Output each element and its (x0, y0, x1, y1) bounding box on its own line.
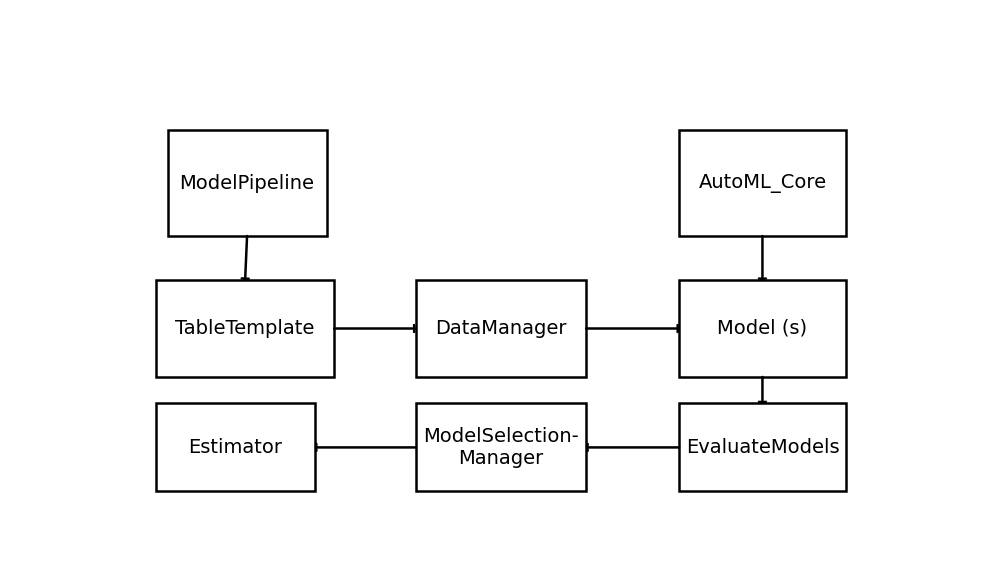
Text: ModelPipeline: ModelPipeline (180, 174, 315, 193)
Bar (416, 403, 586, 491)
Bar (416, 280, 586, 377)
Bar (679, 280, 846, 377)
Bar (679, 130, 846, 236)
Bar (168, 130, 326, 236)
Text: TableTemplate: TableTemplate (175, 319, 315, 338)
Bar (156, 403, 315, 491)
Bar (679, 403, 846, 491)
Bar (156, 280, 334, 377)
Text: ModelSelection-
Manager: ModelSelection- Manager (423, 427, 579, 468)
Text: AutoML_Core: AutoML_Core (698, 174, 826, 193)
Text: EvaluateModels: EvaluateModels (686, 438, 839, 457)
Text: Estimator: Estimator (188, 438, 282, 457)
Text: Model (s): Model (s) (717, 319, 808, 338)
Text: DataManager: DataManager (435, 319, 567, 338)
